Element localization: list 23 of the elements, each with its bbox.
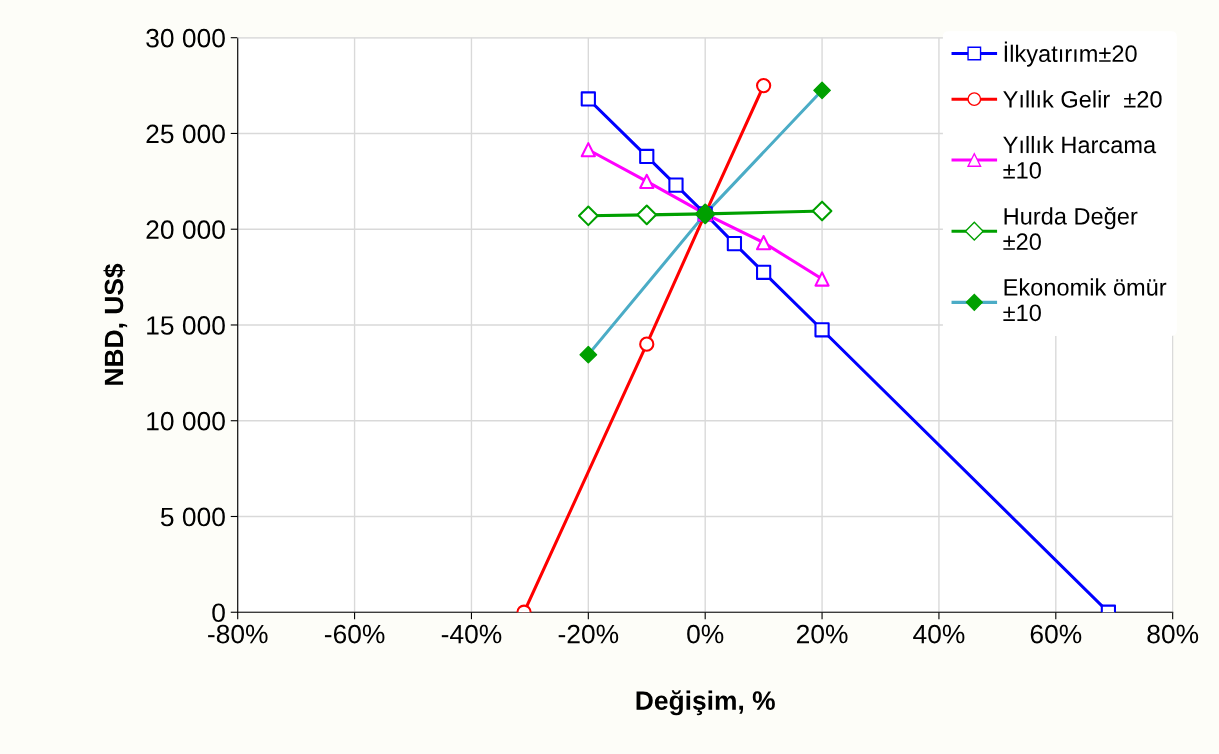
x-tick-label: 0% bbox=[687, 624, 724, 644]
x-tick-label: -60% bbox=[324, 624, 385, 644]
y-tick-label: 25 000 bbox=[146, 124, 225, 144]
x-tick-label: -40% bbox=[441, 624, 502, 644]
x-tick-label: 60% bbox=[1030, 624, 1082, 644]
y-tick-label: 15 000 bbox=[147, 316, 225, 335]
legend-label: Ekonomik ömür ±10 bbox=[1003, 278, 1167, 322]
x-tick-label: -80% bbox=[208, 624, 268, 644]
y-tick-label: 30 000 bbox=[146, 28, 225, 48]
legend-label: İlkyatırım±20 bbox=[1004, 41, 1137, 67]
y-tick-label: 10 000 bbox=[147, 411, 225, 431]
x-axis-title: Değişim, % bbox=[636, 690, 775, 716]
x-tick-label: 40% bbox=[913, 624, 965, 644]
x-tick-label: 20% bbox=[796, 624, 848, 644]
y-tick-label: 20 000 bbox=[146, 220, 225, 240]
y-tick-label: 5 000 bbox=[160, 507, 225, 527]
legend-label: Yıllık Harcama ±10 bbox=[1003, 135, 1157, 179]
legend-label: Yıllık Gelir ±20 bbox=[1003, 90, 1162, 108]
x-tick-label: 80% bbox=[1147, 624, 1199, 644]
y-tick-label: 0 bbox=[212, 603, 225, 623]
legend-label: Hurda Değer ±20 bbox=[1003, 207, 1138, 251]
y-axis-title: NBD, US$ bbox=[103, 263, 128, 385]
x-tick-label: -20% bbox=[558, 624, 619, 644]
